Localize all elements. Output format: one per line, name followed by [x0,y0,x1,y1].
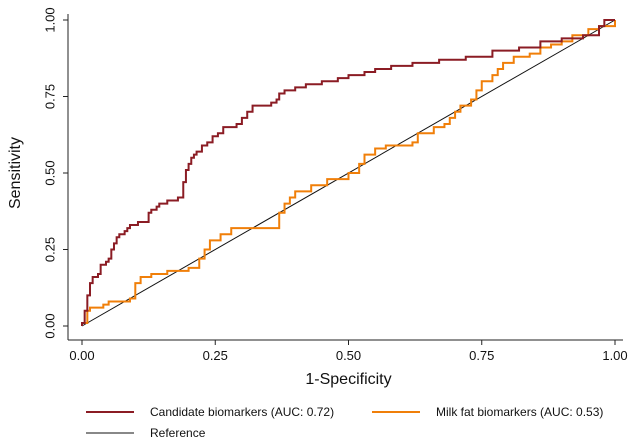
x-tick-label: 0.00 [69,348,94,363]
y-tick-labels: 0.00 0.25 0.50 0.75 1.00 [42,7,57,338]
x-tick-label: 0.75 [469,348,494,363]
x-tick-label: 1.00 [602,348,627,363]
plot-area [63,14,623,345]
x-tick-label: 0.50 [336,348,361,363]
x-axis-title: 1-Specificity [305,371,391,388]
y-tick-label: 0.50 [42,160,57,185]
y-tick-label: 0.00 [42,313,57,338]
y-tick-label: 0.75 [42,84,57,109]
legend: Candidate biomarkers (AUC: 0.72) Milk fat… [86,405,603,440]
series-line-1 [81,20,616,326]
x-tick-label: 0.25 [203,348,228,363]
y-tick-label: 0.25 [42,237,57,262]
axes-layer [63,14,623,345]
legend-label: Reference [150,426,206,440]
series-layer [81,19,616,327]
y-axis-title: Sensitivity [7,137,24,209]
series-line-0 [81,19,615,326]
legend-label: Milk fat biomarkers (AUC: 0.53) [436,405,603,419]
x-tick-labels: 0.00 0.25 0.50 0.75 1.00 [69,348,627,363]
legend-label: Candidate biomarkers (AUC: 0.72) [150,405,334,419]
y-tick-label: 1.00 [42,7,57,32]
